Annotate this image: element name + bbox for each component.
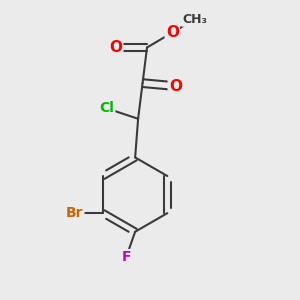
Text: Br: Br	[66, 206, 83, 220]
Text: F: F	[122, 250, 131, 264]
Text: Cl: Cl	[100, 101, 114, 116]
Text: O: O	[169, 79, 182, 94]
Text: O: O	[109, 40, 122, 55]
Text: CH₃: CH₃	[182, 13, 207, 26]
Text: O: O	[166, 25, 179, 40]
